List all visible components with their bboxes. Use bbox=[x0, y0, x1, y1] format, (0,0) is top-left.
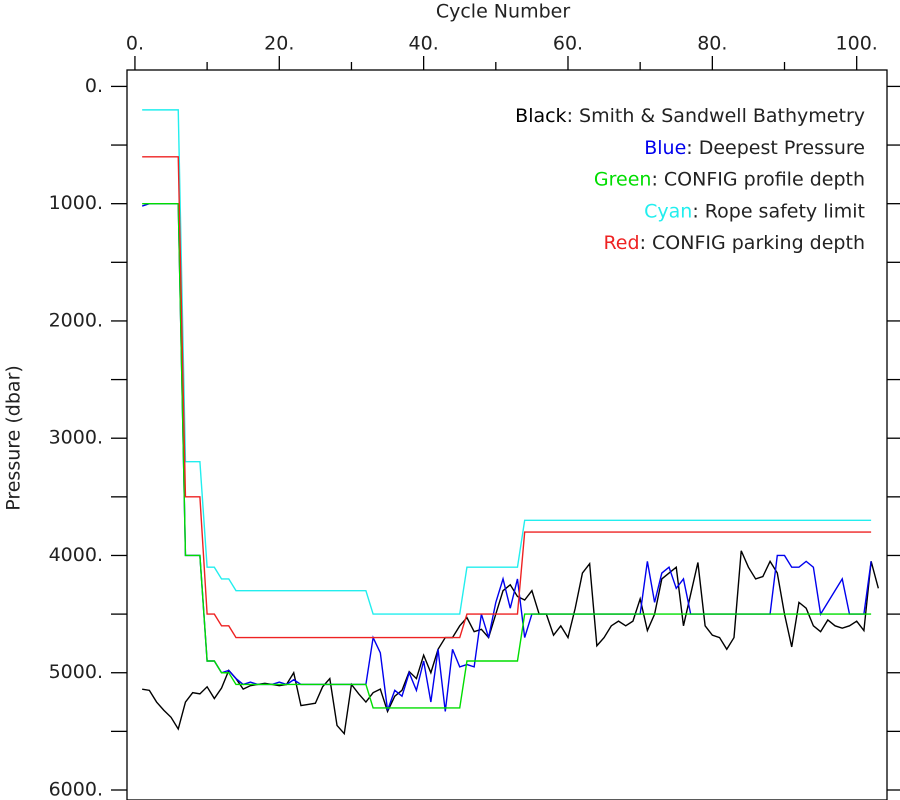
x-tick-label: 0. bbox=[126, 33, 144, 55]
legend-key: Red bbox=[603, 232, 639, 254]
y-tick-label: 1000. bbox=[49, 192, 103, 214]
x-tick-label: 80. bbox=[697, 33, 727, 55]
legend-key: Green bbox=[594, 168, 652, 190]
legend-key: Cyan bbox=[644, 200, 692, 222]
x-tick-label: 20. bbox=[264, 33, 294, 55]
x-axis-label: Cycle Number bbox=[436, 1, 570, 23]
legend-name: CONFIG parking depth bbox=[652, 232, 865, 254]
series-line bbox=[141, 202, 872, 712]
legend-separator: : bbox=[640, 232, 652, 254]
legend-entry: Cyan: Rope safety limit bbox=[644, 200, 865, 222]
plot-frame bbox=[126, 69, 888, 800]
legend-entry: Green: CONFIG profile depth bbox=[594, 168, 865, 190]
legend-key: Blue bbox=[644, 136, 686, 158]
legend-name: Deepest Pressure bbox=[699, 136, 865, 158]
legend-key: Black bbox=[515, 105, 566, 127]
y-tick-label: 5000. bbox=[49, 661, 103, 683]
y-axis-label: Pressure (dbar) bbox=[3, 365, 25, 511]
legend-separator: : bbox=[567, 105, 579, 127]
legend-entry: Black: Smith & Sandwell Bathymetry bbox=[515, 105, 865, 127]
series-line bbox=[142, 550, 880, 736]
legend-separator: : bbox=[686, 136, 698, 158]
y-tick-label: 2000. bbox=[49, 309, 103, 331]
series-line bbox=[142, 202, 872, 709]
x-tick-label: 60. bbox=[553, 33, 583, 55]
y-tick-label: 3000. bbox=[49, 427, 103, 449]
legend-name: Rope safety limit bbox=[705, 200, 865, 222]
legend-name: CONFIG profile depth bbox=[664, 168, 865, 190]
y-tick-label: 0. bbox=[85, 75, 103, 97]
y-tick-label: 6000. bbox=[49, 779, 103, 800]
legend-name: Smith & Sandwell Bathymetry bbox=[579, 105, 865, 127]
legend-separator: : bbox=[651, 168, 663, 190]
series-line bbox=[142, 156, 872, 639]
x-tick-label: 40. bbox=[409, 33, 439, 55]
legend-separator: : bbox=[692, 200, 704, 222]
legend-entry: Red: CONFIG parking depth bbox=[603, 232, 865, 254]
legend-entry: Blue: Deepest Pressure bbox=[644, 136, 865, 158]
x-tick-label: 100. bbox=[836, 33, 878, 55]
y-tick-label: 4000. bbox=[49, 544, 103, 566]
series-line bbox=[142, 109, 872, 615]
